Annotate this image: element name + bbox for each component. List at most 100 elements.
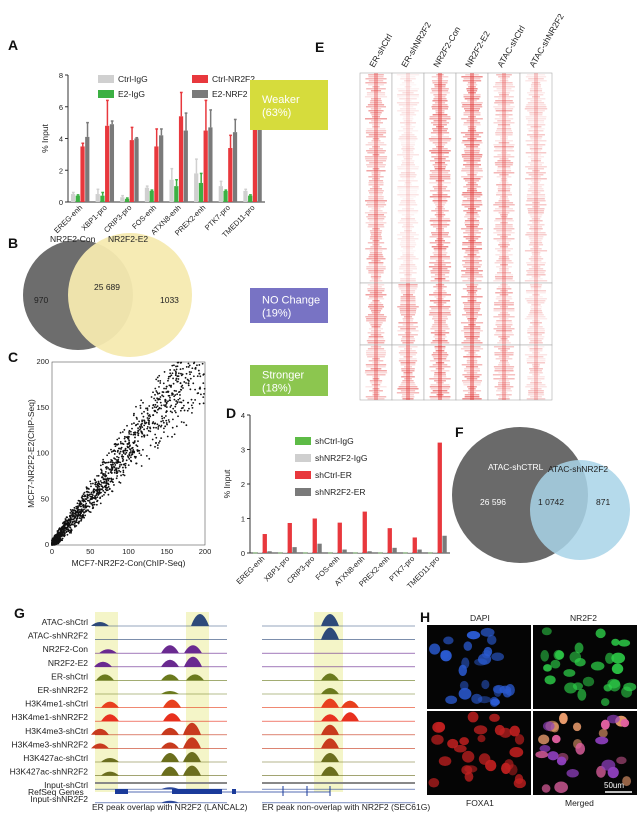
c-point <box>151 438 154 441</box>
c-point <box>95 485 97 488</box>
e-heat-row <box>467 300 477 302</box>
g-track-peak <box>321 714 339 722</box>
e-heat-row <box>401 382 415 384</box>
e-heat-row <box>527 224 545 226</box>
c-point <box>72 514 75 517</box>
e-heat-row <box>497 124 511 126</box>
h-cell <box>622 776 632 787</box>
e-heat-row <box>434 274 446 276</box>
c-point <box>151 422 154 425</box>
c-point <box>171 394 173 396</box>
c-point <box>140 399 143 402</box>
e-heat-row <box>529 296 543 298</box>
e-heat-row <box>435 350 445 352</box>
e-heat-row <box>429 220 451 222</box>
e-heat-row <box>496 296 512 298</box>
e-heat-row <box>500 284 508 286</box>
c-point <box>152 391 154 394</box>
e-heat-row <box>432 324 448 326</box>
e-heat-row <box>527 272 545 274</box>
c-point <box>116 438 119 441</box>
c-point <box>148 419 151 422</box>
g-track-peak <box>94 661 112 667</box>
c-point <box>144 422 147 425</box>
c-point <box>155 390 158 392</box>
e-heat-row <box>372 388 380 390</box>
e-heat-row <box>462 288 482 290</box>
g-track-peak <box>321 614 339 626</box>
g-track-peak <box>161 766 179 776</box>
c-point <box>66 533 69 536</box>
e-heat-row <box>431 76 449 78</box>
c-point <box>137 434 140 437</box>
c-point <box>67 529 70 532</box>
e-heat-row <box>463 256 481 258</box>
d-bar <box>442 535 447 553</box>
e-heat-row <box>499 94 509 96</box>
a-y-tick-label: 8 <box>59 71 63 80</box>
e-heat-row <box>530 256 542 258</box>
e-heat-row <box>466 184 478 186</box>
e-heat-row <box>400 300 416 302</box>
e-heat-row <box>399 358 417 360</box>
e-heat-row <box>529 214 543 216</box>
e-heat-row <box>529 342 543 344</box>
e-heat-row <box>528 244 544 246</box>
c-point <box>80 509 82 512</box>
e-heat-row <box>365 364 387 366</box>
e-heat-row <box>499 198 509 200</box>
c-point <box>76 509 79 512</box>
e-heat-row <box>367 226 385 228</box>
h-cell <box>480 627 495 637</box>
e-heat-row <box>461 170 483 172</box>
c-point <box>107 472 110 475</box>
g-track-label: H3K427ac-shNR2F2 <box>10 767 89 777</box>
e-heat-row <box>530 334 542 336</box>
c-point <box>60 533 63 536</box>
c-point <box>165 406 168 408</box>
c-point <box>124 453 127 455</box>
e-column-label: ATAC-shCtrl <box>495 24 527 69</box>
g-gene-exon <box>232 789 236 794</box>
e-heat-row <box>432 104 448 106</box>
e-heat-row <box>368 328 384 330</box>
e-heat-row <box>370 100 382 102</box>
c-point <box>132 449 135 451</box>
h-cell <box>428 778 440 788</box>
e-heat-row <box>525 152 547 154</box>
c-point <box>177 361 180 364</box>
e-heat-row <box>432 142 448 144</box>
e-heat-row <box>465 74 479 76</box>
e-heat-row <box>493 280 515 282</box>
e-cell-block <box>455 344 489 401</box>
e-heat-row <box>429 116 451 118</box>
e-heat-row <box>527 120 545 122</box>
c-point <box>81 494 84 497</box>
e-heat-row <box>398 284 418 286</box>
e-heat-row <box>369 210 383 212</box>
e-heat-row <box>526 358 546 360</box>
h-cell <box>543 664 552 672</box>
e-heat-row <box>495 224 513 226</box>
e-heat-row <box>529 136 543 138</box>
e-heat-row <box>401 226 415 228</box>
d-bar <box>342 549 347 553</box>
c-point <box>96 486 99 489</box>
c-point <box>119 461 122 464</box>
e-heat-row <box>467 130 477 132</box>
e-heat-row <box>467 254 477 256</box>
e-heat-row <box>434 84 446 86</box>
e-heat-row <box>400 278 416 280</box>
c-point <box>89 493 92 496</box>
e-heat-row <box>429 242 451 244</box>
e-heat-row <box>494 352 514 354</box>
e-heat-row <box>366 136 386 138</box>
e-heat-row <box>531 252 541 254</box>
g-gene-exon <box>115 789 128 794</box>
e-heat-row <box>529 90 543 92</box>
e-heat-row <box>495 114 513 116</box>
d-bar <box>317 543 322 553</box>
e-heat-row <box>403 228 413 230</box>
c-point <box>99 492 101 494</box>
e-heat-center <box>502 73 506 283</box>
